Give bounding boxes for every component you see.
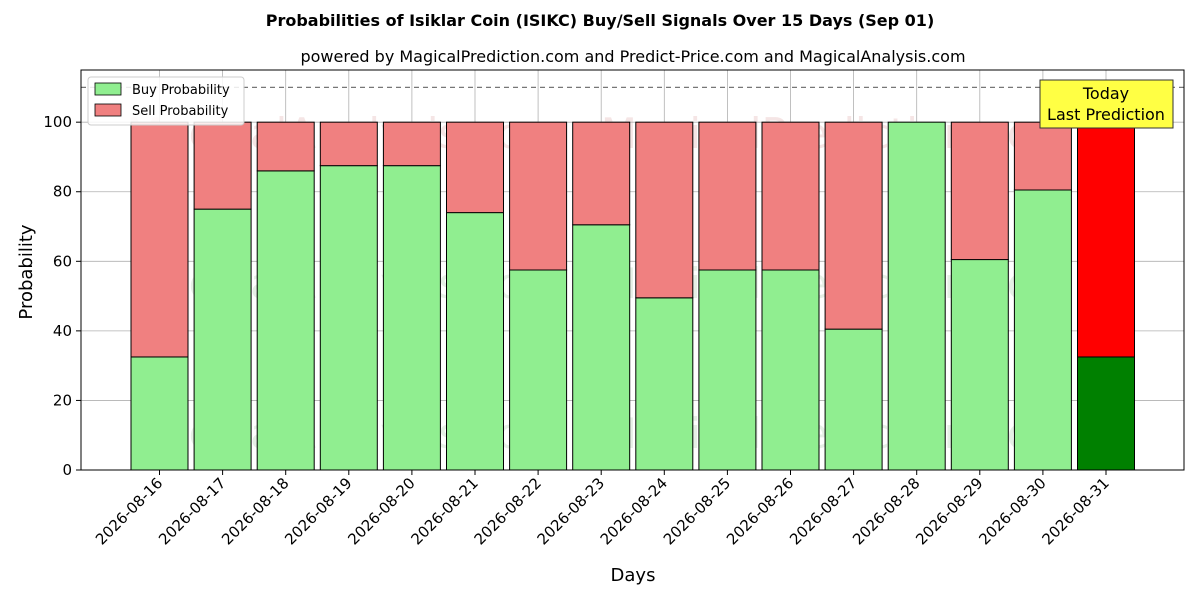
axes xyxy=(80,69,1185,471)
chart-subtitle: powered by MagicalPrediction.com and Pre… xyxy=(300,47,965,66)
sell-bar xyxy=(698,121,757,271)
sell-bar xyxy=(446,121,504,214)
y-tick-label: 0 xyxy=(62,461,72,479)
buy-bar xyxy=(698,269,757,471)
today-label-line2: Last Prediction xyxy=(1047,105,1165,124)
x-tick-label: 2026-08-23 xyxy=(534,474,608,548)
buy-bar xyxy=(635,297,694,471)
sell-bar xyxy=(130,121,189,358)
buy-bar xyxy=(256,170,315,471)
x-ticks: 2026-08-162026-08-172026-08-182026-08-19… xyxy=(92,470,1113,548)
buy-bar xyxy=(572,224,631,471)
y-axis-label: Probability xyxy=(16,224,37,319)
chart-title: Probabilities of Isiklar Coin (ISIKC) Bu… xyxy=(266,11,935,30)
buy-bar xyxy=(761,269,820,471)
y-tick-label: 80 xyxy=(53,183,72,201)
x-tick-label: 2026-08-17 xyxy=(155,474,229,548)
today-annotation: Today Last Prediction xyxy=(1039,79,1174,129)
buy-bar xyxy=(446,212,504,471)
y-tick-label: 20 xyxy=(53,391,72,409)
x-tick-label: 2026-08-31 xyxy=(1038,474,1112,548)
buy-bar xyxy=(130,356,189,471)
buy-bar xyxy=(382,165,441,471)
sell-bar xyxy=(382,121,441,167)
sell-bar xyxy=(950,121,1009,261)
x-tick-label: 2026-08-21 xyxy=(407,474,481,548)
bars xyxy=(130,121,1135,471)
legend-buy-label: Buy Probability xyxy=(132,83,230,98)
buy-bar xyxy=(887,121,946,471)
x-tick-label: 2026-08-29 xyxy=(912,474,986,548)
x-tick-label: 2026-08-16 xyxy=(92,474,166,548)
legend-sell-label: Sell Probability xyxy=(132,104,229,119)
plot-frame xyxy=(80,69,1185,471)
x-axis-label: Days xyxy=(611,565,656,586)
buy-bar xyxy=(1013,189,1072,471)
sell-bar xyxy=(635,121,694,299)
x-tick-label: 2026-08-19 xyxy=(281,474,355,548)
buy-bar xyxy=(824,328,883,471)
sell-bar xyxy=(761,121,820,271)
y-ticks: 0 20 40 60 80 100 xyxy=(43,113,81,479)
buy-bar xyxy=(509,269,568,471)
x-tick-label: 2026-08-22 xyxy=(471,474,545,548)
buy-bar xyxy=(193,208,252,471)
x-tick-label: 2026-08-18 xyxy=(218,474,292,548)
buy-bar xyxy=(319,165,378,471)
today-box xyxy=(1039,79,1174,129)
sell-bar xyxy=(193,121,252,210)
x-tick-label: 2026-08-26 xyxy=(723,474,797,548)
buy-bar xyxy=(1077,356,1135,471)
sell-bar xyxy=(509,121,568,271)
x-tick-label: 2026-08-28 xyxy=(849,474,923,548)
y-tick-label: 100 xyxy=(43,113,72,131)
x-tick-label: 2026-08-25 xyxy=(660,474,734,548)
legend: Buy Probability Sell Probability xyxy=(87,76,245,126)
today-label-line1: Today xyxy=(1082,84,1129,103)
legend-buy-swatch xyxy=(94,82,122,96)
y-tick-label: 40 xyxy=(53,322,72,340)
sell-bar xyxy=(319,121,378,167)
legend-frame xyxy=(87,76,245,126)
buy-bar xyxy=(950,259,1009,471)
x-tick-label: 2026-08-27 xyxy=(786,474,860,548)
sell-bar xyxy=(1013,121,1072,191)
sell-bar xyxy=(824,121,883,330)
legend-sell-swatch xyxy=(94,103,122,117)
sell-bar xyxy=(1077,121,1135,358)
sell-bar xyxy=(256,121,315,172)
x-tick-label: 2026-08-30 xyxy=(975,474,1049,548)
x-tick-label: 2026-08-20 xyxy=(344,474,418,548)
y-tick-label: 60 xyxy=(53,252,72,270)
x-tick-label: 2026-08-24 xyxy=(597,474,671,548)
sell-bar xyxy=(572,121,631,226)
